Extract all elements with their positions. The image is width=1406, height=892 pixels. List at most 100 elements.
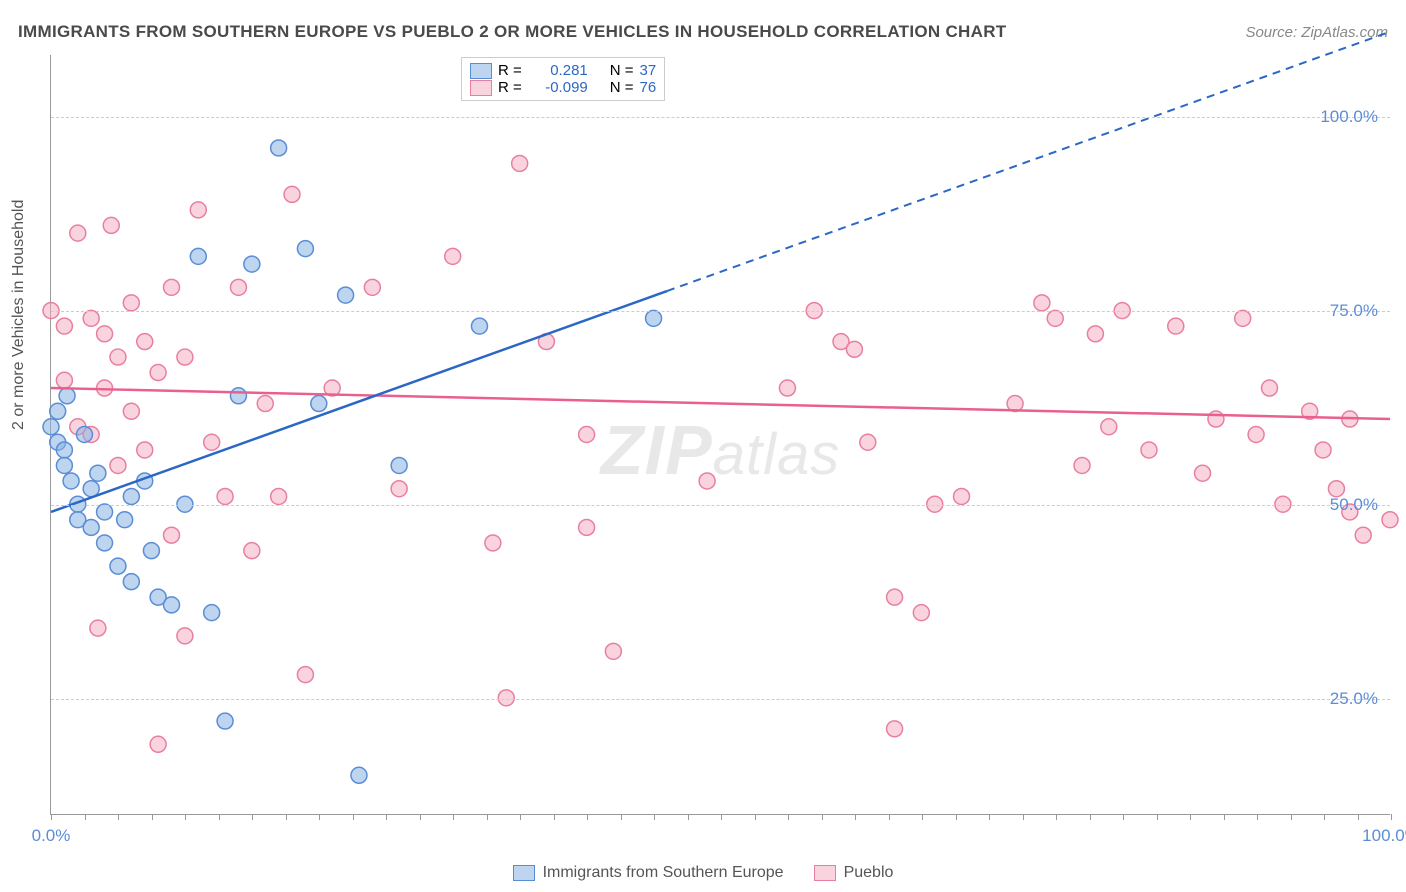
data-point	[257, 396, 273, 412]
swatch-series-a	[470, 63, 492, 79]
chart-title: IMMIGRANTS FROM SOUTHERN EUROPE VS PUEBL…	[18, 22, 1006, 42]
data-point	[338, 287, 354, 303]
data-point	[177, 349, 193, 365]
gridline	[51, 311, 1390, 312]
swatch-series-b	[470, 80, 492, 96]
data-point	[164, 279, 180, 295]
x-tick-mark	[1190, 814, 1191, 820]
data-point	[56, 318, 72, 334]
y-tick-label: 50.0%	[1330, 495, 1378, 515]
data-point	[913, 605, 929, 621]
data-point	[217, 488, 233, 504]
data-point	[70, 225, 86, 241]
data-point	[97, 535, 113, 551]
data-point	[887, 589, 903, 605]
x-tick-mark	[1291, 814, 1292, 820]
y-axis-label: 2 or more Vehicles in Household	[10, 200, 28, 430]
data-point	[123, 488, 139, 504]
data-point	[50, 403, 66, 419]
x-tick-mark	[353, 814, 354, 820]
data-point	[97, 326, 113, 342]
data-point	[90, 465, 106, 481]
x-tick-mark	[855, 814, 856, 820]
x-tick-mark	[721, 814, 722, 820]
data-point	[364, 279, 380, 295]
x-tick-mark	[1157, 814, 1158, 820]
data-point	[110, 457, 126, 473]
x-tick-mark	[755, 814, 756, 820]
data-point	[1087, 326, 1103, 342]
x-tick-mark	[1257, 814, 1258, 820]
y-tick-label: 75.0%	[1330, 301, 1378, 321]
data-point	[1168, 318, 1184, 334]
data-point	[150, 365, 166, 381]
data-point	[297, 667, 313, 683]
scatter-svg	[51, 55, 1390, 814]
data-point	[485, 535, 501, 551]
data-point	[76, 427, 92, 443]
data-point	[150, 736, 166, 752]
x-tick-mark	[152, 814, 153, 820]
data-point	[137, 442, 153, 458]
data-point	[110, 349, 126, 365]
trend-line	[51, 291, 667, 512]
x-tick-mark	[956, 814, 957, 820]
x-tick-mark	[621, 814, 622, 820]
data-point	[1047, 310, 1063, 326]
data-point	[123, 295, 139, 311]
data-point	[271, 488, 287, 504]
x-tick-mark	[822, 814, 823, 820]
x-tick-mark	[85, 814, 86, 820]
data-point	[164, 597, 180, 613]
y-tick-label: 25.0%	[1330, 689, 1378, 709]
source-label: Source: ZipAtlas.com	[1245, 24, 1388, 41]
series-b-r-value: -0.099	[528, 79, 588, 96]
data-point	[56, 457, 72, 473]
x-tick-mark	[654, 814, 655, 820]
x-tick-mark	[1391, 814, 1392, 820]
x-tick-mark	[118, 814, 119, 820]
data-point	[164, 527, 180, 543]
data-point	[1235, 310, 1251, 326]
data-point	[137, 334, 153, 350]
x-tick-mark	[889, 814, 890, 820]
legend-label-a: Immigrants from Southern Europe	[543, 864, 784, 882]
data-point	[110, 558, 126, 574]
x-tick-mark	[386, 814, 387, 820]
x-tick-mark	[51, 814, 52, 820]
data-point	[512, 155, 528, 171]
data-point	[63, 473, 79, 489]
x-tick-mark	[989, 814, 990, 820]
r-label: R =	[498, 62, 522, 79]
data-point	[103, 217, 119, 233]
data-point	[83, 310, 99, 326]
x-tick-label: 0.0%	[32, 826, 71, 846]
data-point	[887, 721, 903, 737]
data-point	[391, 481, 407, 497]
data-point	[123, 403, 139, 419]
series-a-r-value: 0.281	[528, 62, 588, 79]
data-point	[204, 434, 220, 450]
data-point	[190, 202, 206, 218]
data-point	[123, 574, 139, 590]
data-point	[56, 372, 72, 388]
data-point	[244, 543, 260, 559]
data-point	[311, 396, 327, 412]
data-point	[1074, 457, 1090, 473]
x-tick-mark	[520, 814, 521, 820]
trend-line	[51, 388, 1390, 419]
data-point	[1315, 442, 1331, 458]
x-tick-mark	[1358, 814, 1359, 820]
x-tick-mark	[922, 814, 923, 820]
data-point	[1034, 295, 1050, 311]
data-point	[445, 248, 461, 264]
data-point	[190, 248, 206, 264]
x-tick-label: 100.0%	[1362, 826, 1406, 846]
data-point	[391, 457, 407, 473]
data-point	[1208, 411, 1224, 427]
trend-line-extrapolated	[667, 32, 1390, 291]
data-point	[1141, 442, 1157, 458]
x-tick-mark	[487, 814, 488, 820]
r-label: R =	[498, 79, 522, 96]
data-point	[204, 605, 220, 621]
